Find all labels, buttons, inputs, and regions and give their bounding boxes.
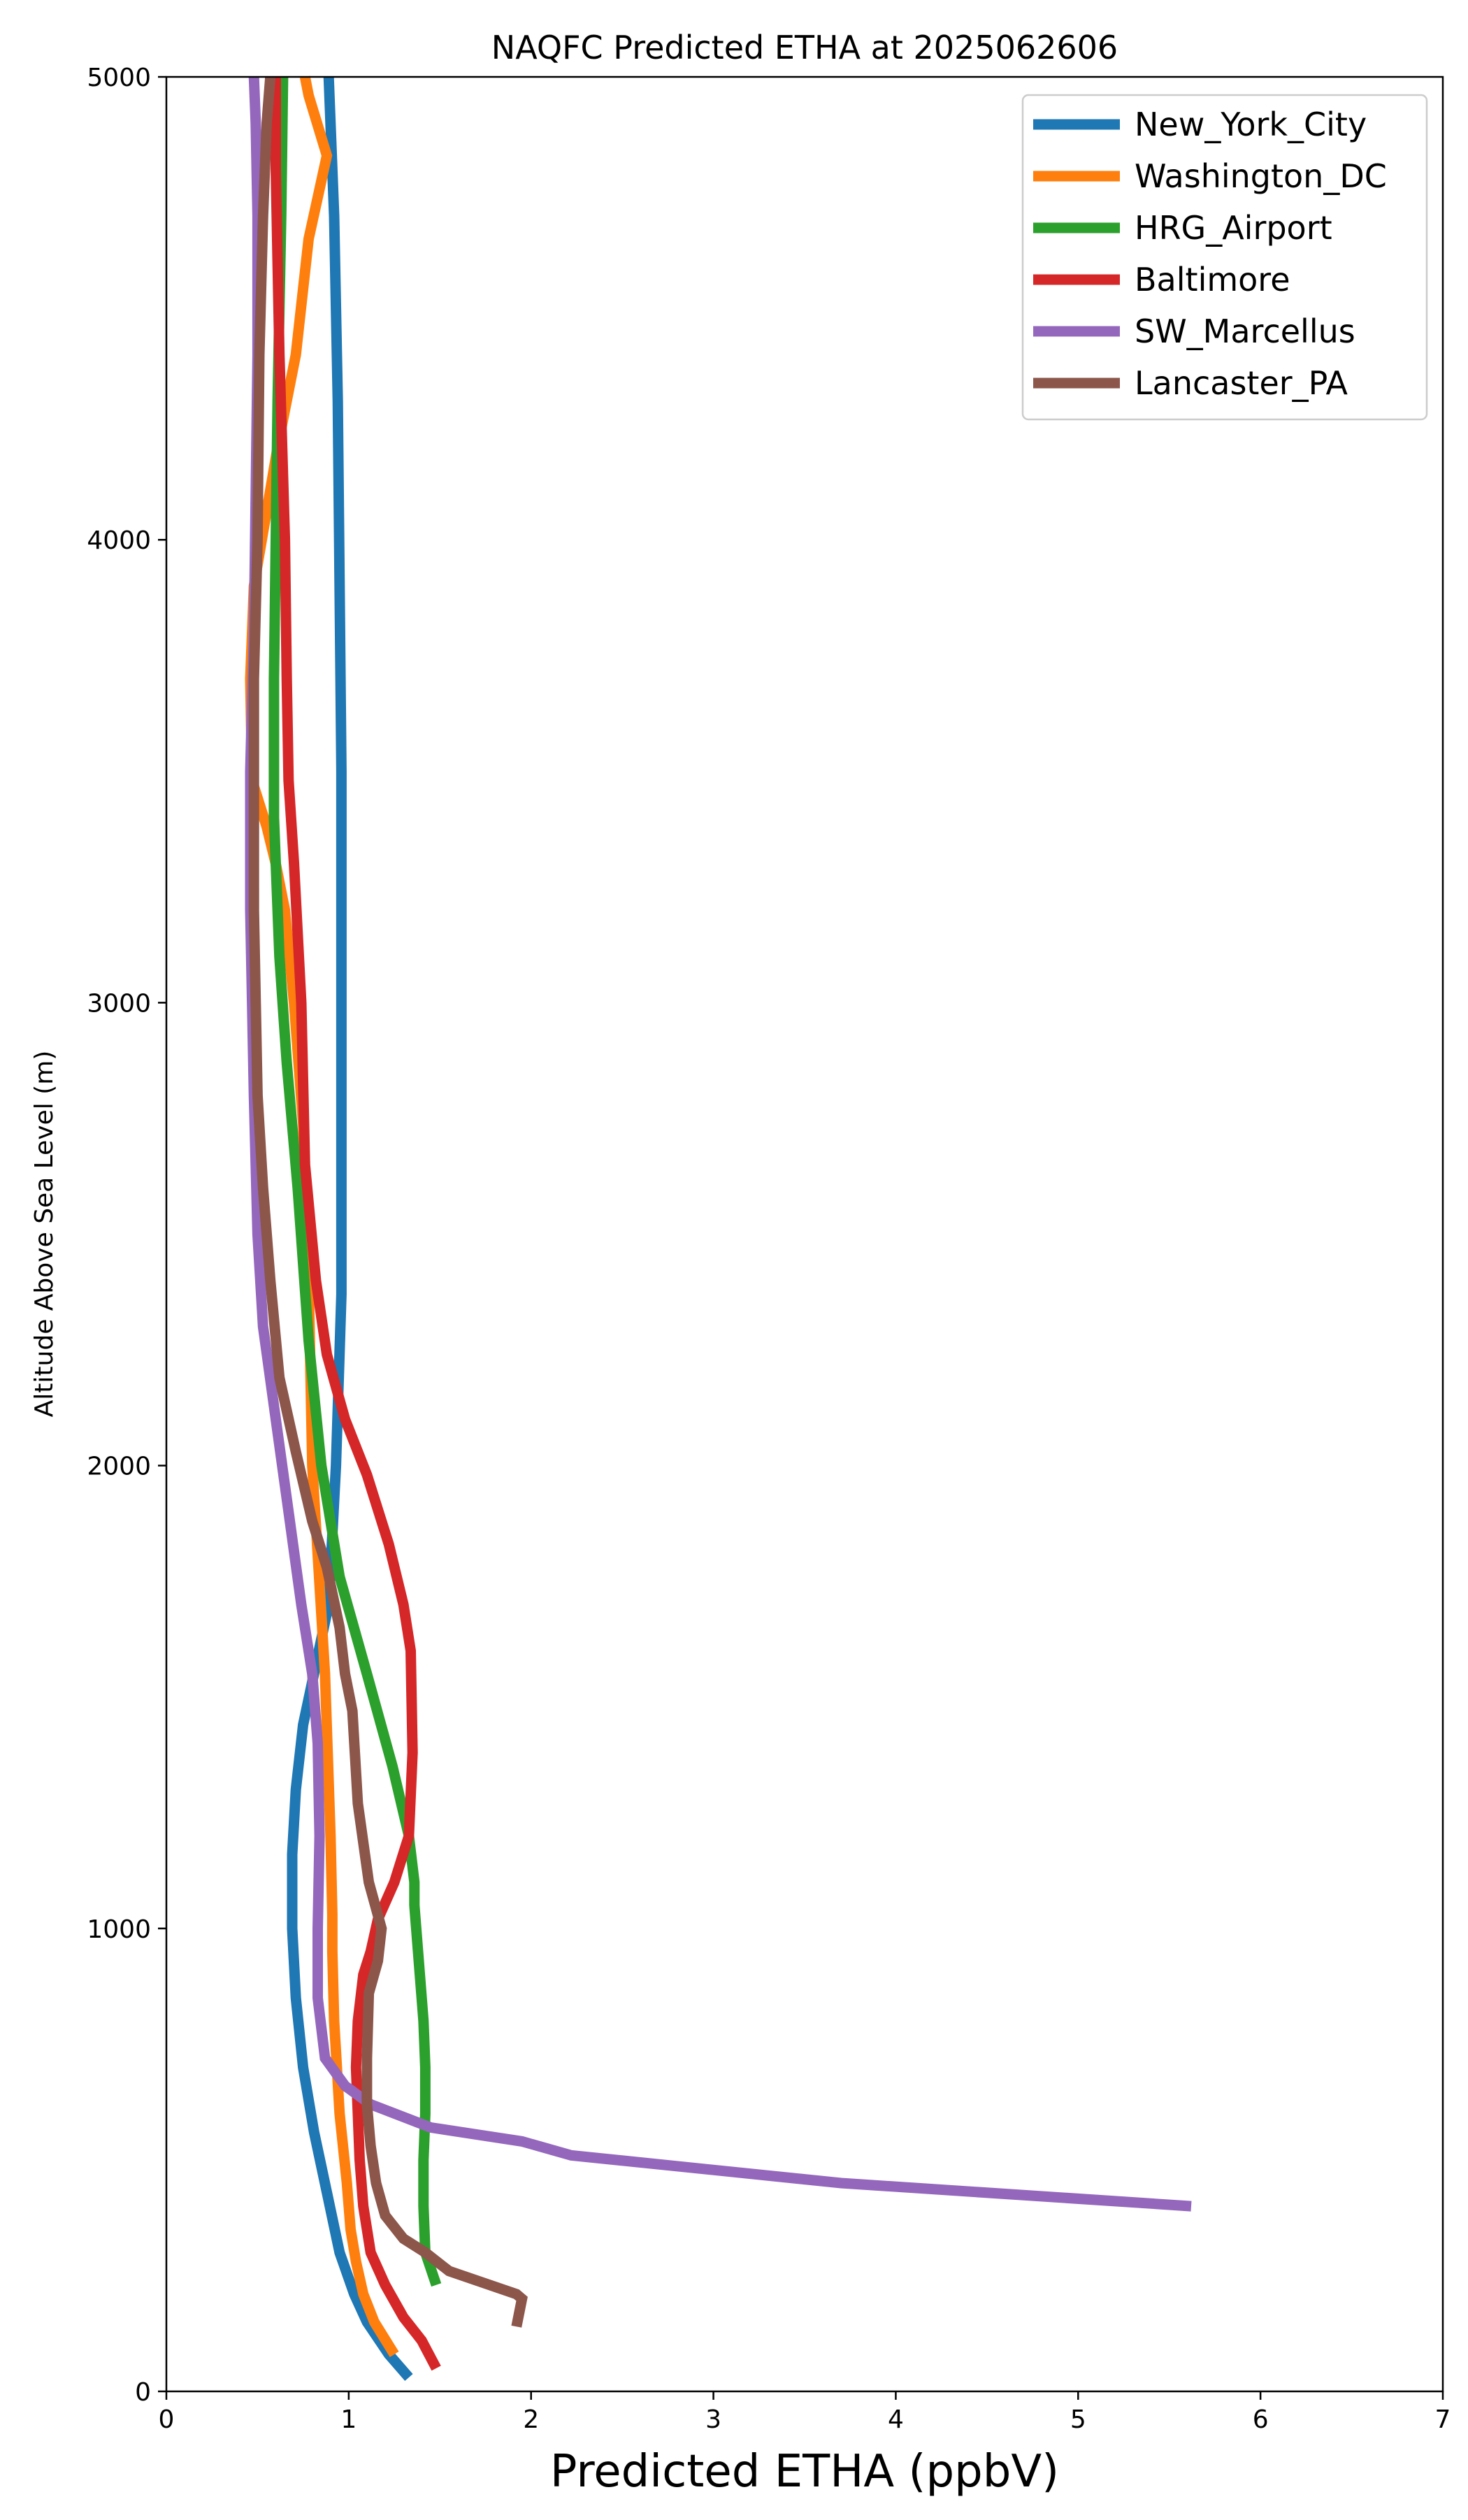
y-tick-label: 3000 [87,989,151,1018]
y-tick-label: 5000 [87,64,151,92]
legend-label-1: Washington_DC [1135,157,1387,195]
y-tick-label: 4000 [87,526,151,555]
legend: New_York_City Washington_DC HRG_Airport Bal… [1021,94,1428,421]
legend-label-3: Baltimore [1135,261,1290,298]
series-line-2 [268,76,442,2287]
y-tick-label: 2000 [87,1453,151,1481]
series-line-5 [248,76,528,2328]
legend-frame [1021,94,1428,421]
x-tick-label: 0 [159,2405,175,2434]
legend-label-4: SW_Marcellus [1135,312,1355,350]
legend-label-2: HRG_Airport [1135,209,1332,247]
x-tick-label: 6 [1253,2405,1269,2434]
x-tick-label: 7 [1435,2405,1451,2434]
series-layer [245,75,1192,2382]
axes-layer: 0 1 2 3 4 5 6 7 0 1000 2000 3000 4000 5000 [87,64,1451,2434]
series-line-0 [287,76,413,2382]
series-line-3 [271,77,441,2371]
x-tick-label: 5 [1070,2405,1086,2434]
legend-label-5: Lancaster_PA [1135,364,1348,402]
chart-title: NAQFC Predicted ETHA at 2025062606 [491,29,1118,66]
x-tick-label: 3 [705,2405,721,2434]
x-axis-label: Predicted ETHA (ppbV) [550,2446,1059,2498]
plot-area-frame [165,75,1444,2393]
y-tick-label: 0 [135,2378,151,2407]
y-tick-label: 1000 [87,1915,151,1944]
x-tick-label: 1 [340,2405,357,2434]
legend-label-0: New_York_City [1135,106,1367,143]
x-tick-label: 4 [888,2405,904,2434]
y-axis-label: Altitude Above Sea Level (m) [30,1051,59,1418]
x-tick-label: 2 [523,2405,539,2434]
